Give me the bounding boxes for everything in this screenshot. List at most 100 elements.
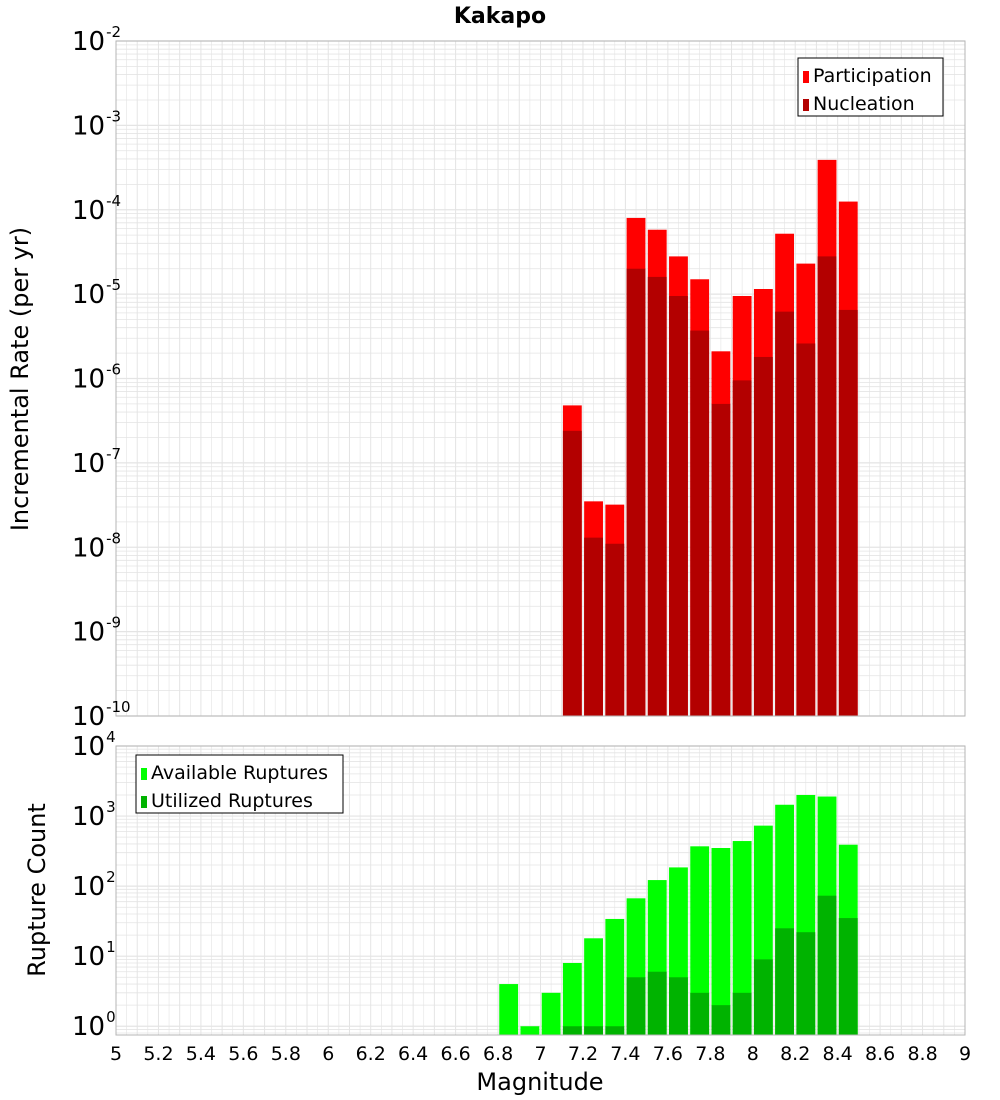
bar-available-ruptures <box>562 962 582 1035</box>
bar-available-ruptures <box>584 938 603 1035</box>
bar-nucleation <box>838 309 858 716</box>
y-tick-label: 10-3 <box>72 107 121 141</box>
bar-available-ruptures <box>520 1026 540 1035</box>
bar-utilized-ruptures <box>584 1026 603 1035</box>
legend-swatch <box>803 71 809 83</box>
legend-swatch <box>141 796 147 808</box>
bar-nucleation <box>605 543 625 716</box>
bar-utilized-ruptures <box>690 992 710 1035</box>
x-tick-label: 5 <box>110 1043 122 1065</box>
bar-nucleation <box>753 356 773 716</box>
bar-utilized-ruptures <box>817 895 837 1035</box>
chart-title: Kakapo <box>454 4 546 29</box>
bar-utilized-ruptures <box>626 977 646 1035</box>
x-tick-label: 8.6 <box>865 1043 895 1065</box>
x-tick-label: 8.8 <box>907 1043 937 1065</box>
x-tick-label: 7.4 <box>610 1043 640 1065</box>
y-tick-label: 10-9 <box>72 614 121 648</box>
bar-nucleation <box>732 380 752 716</box>
bar-nucleation <box>775 311 794 716</box>
bar-nucleation <box>584 537 603 716</box>
y-axis-label: Rupture Count <box>23 803 51 977</box>
y-tick-label: 101 <box>72 938 116 972</box>
x-axis: 5 5.2 5.4 5.6 5.8 6 6.2 6.4 6.6 6.8 7 7.2 7.4 7.6 7.8 8… <box>110 1043 971 1065</box>
y-tick-label: 104 <box>72 728 116 762</box>
x-tick-label: 6.4 <box>398 1043 428 1065</box>
x-tick-label: 9 <box>959 1043 971 1065</box>
x-tick-label: 6.8 <box>483 1043 513 1065</box>
legend-box <box>135 754 344 814</box>
y-tick-label: 103 <box>72 798 116 832</box>
grid <box>115 40 966 717</box>
y-axis-label: Incremental Rate (per yr) <box>6 227 34 531</box>
bar-nucleation <box>669 296 688 716</box>
bar-utilized-ruptures <box>605 1026 625 1035</box>
legend-swatch <box>141 768 147 780</box>
x-tick-label: 5.2 <box>143 1043 173 1065</box>
bar-nucleation <box>647 276 667 716</box>
y-tick-label: 10-7 <box>72 445 121 479</box>
series-nucleation <box>562 256 858 716</box>
bar-utilized-ruptures <box>647 971 667 1035</box>
x-tick-label: 5.6 <box>228 1043 258 1065</box>
bar-utilized-ruptures <box>711 1005 731 1035</box>
y-tick-label: 10-10 <box>72 698 131 732</box>
bar-available-ruptures <box>711 848 731 1035</box>
legend-label: Utilized Ruptures <box>151 790 313 812</box>
bar-nucleation <box>711 403 731 716</box>
y-tick-label: 10-4 <box>72 192 121 226</box>
bar-utilized-ruptures <box>796 932 816 1035</box>
legend-label: Nucleation <box>813 93 915 115</box>
bar-available-ruptures <box>605 918 625 1035</box>
x-tick-label: 7.8 <box>695 1043 725 1065</box>
x-tick-label: 7 <box>534 1043 546 1065</box>
y-tick-label: 102 <box>72 868 116 902</box>
bar-nucleation <box>690 330 710 716</box>
plot-frame <box>115 745 966 1036</box>
legend: Participation Nucleation <box>797 57 944 117</box>
x-tick-label: 6.6 <box>440 1043 470 1065</box>
x-tick-label: 7.2 <box>568 1043 598 1065</box>
x-tick-label: 5.8 <box>271 1043 301 1065</box>
y-tick-label: 10-2 <box>72 23 121 57</box>
series-utilized-ruptures <box>562 895 858 1035</box>
x-tick-label: 8 <box>747 1043 759 1065</box>
bar-utilized-ruptures <box>669 977 688 1035</box>
bar-available-ruptures <box>499 984 519 1035</box>
x-axis-label: Magnitude <box>476 1068 603 1096</box>
y-tick-label: 100 <box>72 1008 116 1042</box>
x-tick-label: 6.2 <box>356 1043 386 1065</box>
bars <box>562 159 858 717</box>
bar-available-ruptures <box>690 846 710 1035</box>
plot-frame <box>115 40 966 717</box>
legend: Available Ruptures Utilized Ruptures <box>135 754 344 814</box>
bar-utilized-ruptures <box>838 918 858 1035</box>
x-tick-label: 7.6 <box>653 1043 683 1065</box>
y-tick-label: 10-6 <box>72 361 121 395</box>
y-axis: 10-2 10-3 10-4 10-5 10-6 10-7 10-8 10-9 10-10 <box>72 23 131 732</box>
x-tick-label: 6 <box>322 1043 334 1065</box>
bar-nucleation <box>817 256 837 716</box>
bar-utilized-ruptures <box>775 928 794 1035</box>
legend-label: Participation <box>813 65 932 87</box>
bar-available-ruptures <box>541 992 561 1035</box>
bar-nucleation <box>796 343 816 716</box>
rupture-count-panel: 104 103 102 101 100 Rupture Count Available Ru… <box>23 728 966 1042</box>
x-tick-label: 8.4 <box>823 1043 853 1065</box>
bar-utilized-ruptures <box>732 992 752 1035</box>
legend-swatch <box>803 99 809 111</box>
x-tick-label: 5.4 <box>186 1043 216 1065</box>
bar-utilized-ruptures <box>753 959 773 1035</box>
x-tick-label: 8.2 <box>780 1043 810 1065</box>
y-tick-label: 10-5 <box>72 276 121 310</box>
bar-available-ruptures <box>732 841 752 1035</box>
bar-nucleation <box>562 430 582 716</box>
rate-panel: 10-2 10-3 10-4 10-5 10-6 10-7 10-8 10-9 10-10 Inc… <box>6 23 966 732</box>
bar-nucleation <box>626 268 646 716</box>
legend-label: Available Ruptures <box>151 762 328 784</box>
bars <box>499 794 858 1035</box>
bar-utilized-ruptures <box>562 1026 582 1035</box>
y-tick-label: 10-8 <box>72 529 121 563</box>
